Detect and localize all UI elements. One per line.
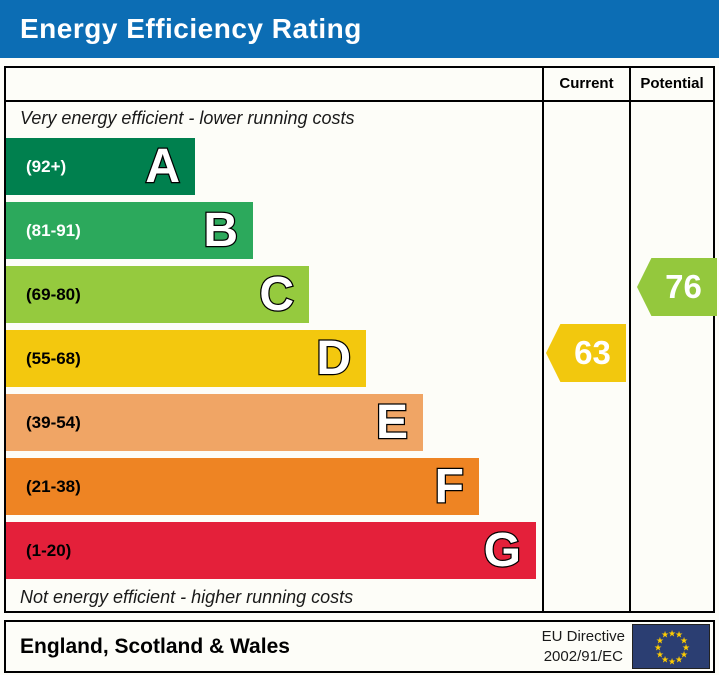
column-divider-current (542, 68, 544, 611)
band-letter: G (482, 523, 522, 577)
eu-star-icon: ★ (660, 629, 670, 640)
band-letter: D (315, 331, 352, 385)
eu-star-icon: ★ (660, 654, 670, 665)
eu-star-icon: ★ (680, 635, 689, 645)
page-title: Energy Efficiency Rating (20, 13, 362, 44)
current-rating-value: 63 (574, 334, 611, 371)
rating-band-e: (39-54) E (6, 394, 423, 451)
footer: England, Scotland & Wales EU Directive 2… (4, 620, 715, 673)
rating-band-b: (81-91) B (6, 202, 253, 259)
band-range-label: (55-68) (26, 348, 81, 368)
potential-rating-value: 76 (665, 268, 702, 305)
header-divider-line (6, 100, 713, 102)
rating-bands: (92+) A (81-91) B (69-80) C (55-68) D (3… (6, 138, 542, 586)
region-label: England, Scotland & Wales (20, 634, 290, 658)
title-bar: Energy Efficiency Rating (0, 0, 719, 58)
band-range-label: (1-20) (26, 540, 72, 560)
band-letter: F (433, 459, 465, 513)
eu-star-icon: ★ (655, 649, 664, 659)
column-header-current: Current (559, 75, 614, 92)
rating-band-f: (21-38) F (6, 458, 479, 515)
column-divider-potential (629, 68, 631, 611)
band-letter: A (144, 139, 181, 193)
potential-rating-arrow: 76 (637, 258, 717, 316)
top-note: Very energy efficient - lower running co… (20, 108, 355, 128)
rating-band-a: (92+) A (6, 138, 195, 195)
eu-star-icon: ★ (680, 649, 689, 659)
band-range-label: (69-80) (26, 284, 81, 304)
eu-directive-label: EU Directive 2002/91/EC (542, 627, 625, 667)
rating-band-d: (55-68) D (6, 330, 366, 387)
column-header-potential: Potential (640, 75, 704, 92)
rating-band-g: (1-20) G (6, 522, 536, 579)
eu-star-icon: ★ (667, 656, 677, 666)
eu-star-icon: ★ (674, 629, 684, 640)
rating-band-c: (69-80) C (6, 266, 309, 323)
band-range-label: (81-91) (26, 220, 81, 240)
eu-directive-line1: EU Directive (541, 627, 625, 645)
band-range-label: (39-54) (26, 412, 81, 432)
current-rating-arrow: 63 (546, 324, 626, 382)
eu-flag-icon: ★ ★ ★ ★ ★ ★ ★ ★ ★ ★ ★ ★ (632, 624, 710, 669)
band-letter: B (202, 203, 239, 257)
rating-table: Current Potential Very energy efficient … (4, 66, 717, 613)
eu-directive-line2: 2002/91/EC (543, 647, 623, 665)
band-range-label: (92+) (26, 156, 67, 176)
eu-star-icon: ★ (667, 628, 677, 638)
band-letter: E (375, 395, 410, 449)
band-range-label: (21-38) (26, 476, 81, 496)
eu-star-icon: ★ (681, 642, 691, 652)
eu-star-icon: ★ (653, 642, 663, 652)
bottom-note: Not energy efficient - higher running co… (20, 587, 354, 607)
band-letter: C (258, 267, 295, 321)
eu-star-icon: ★ (674, 654, 684, 665)
eu-star-icon: ★ (655, 635, 664, 645)
